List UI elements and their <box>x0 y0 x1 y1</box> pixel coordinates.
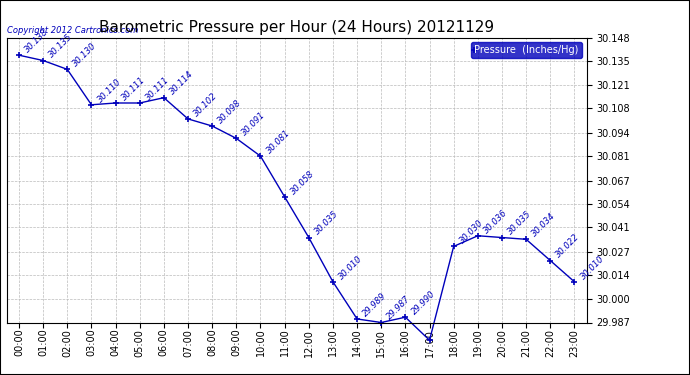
Pressure  (Inches/Hg) <box>304 235 313 240</box>
Text: 30.130: 30.130 <box>72 41 99 69</box>
Text: 30.036: 30.036 <box>482 208 509 235</box>
Pressure  (Inches/Hg) <box>208 124 217 128</box>
Text: 30.098: 30.098 <box>217 98 244 125</box>
Text: 30.010: 30.010 <box>579 254 606 281</box>
Pressure  (Inches/Hg) <box>522 237 530 242</box>
Text: 30.111: 30.111 <box>120 75 147 102</box>
Pressure  (Inches/Hg) <box>257 154 265 158</box>
Text: 30.135: 30.135 <box>48 33 75 60</box>
Pressure  (Inches/Hg) <box>280 195 288 199</box>
Text: 30.114: 30.114 <box>168 70 195 97</box>
Text: 30.110: 30.110 <box>96 77 123 104</box>
Pressure  (Inches/Hg) <box>546 258 555 263</box>
Pressure  (Inches/Hg) <box>87 102 95 107</box>
Text: 30.138: 30.138 <box>23 27 50 54</box>
Text: 30.081: 30.081 <box>265 128 292 155</box>
Pressure  (Inches/Hg) <box>39 58 47 63</box>
Text: 29.977: 29.977 <box>0 374 1 375</box>
Pressure  (Inches/Hg) <box>402 315 410 320</box>
Text: 29.989: 29.989 <box>362 291 388 318</box>
Pressure  (Inches/Hg) <box>353 317 362 321</box>
Text: 29.990: 29.990 <box>410 289 437 316</box>
Pressure  (Inches/Hg) <box>450 244 458 249</box>
Pressure  (Inches/Hg) <box>232 136 240 141</box>
Pressure  (Inches/Hg) <box>159 95 168 100</box>
Pressure  (Inches/Hg) <box>329 279 337 284</box>
Text: 30.058: 30.058 <box>289 169 316 196</box>
Pressure  (Inches/Hg) <box>498 235 506 240</box>
Pressure  (Inches/Hg) <box>63 67 72 72</box>
Text: 30.091: 30.091 <box>241 110 268 138</box>
Pressure  (Inches/Hg) <box>377 320 385 325</box>
Text: 30.022: 30.022 <box>555 232 582 260</box>
Title: Barometric Pressure per Hour (24 Hours) 20121129: Barometric Pressure per Hour (24 Hours) … <box>99 20 494 35</box>
Pressure  (Inches/Hg) <box>570 279 578 284</box>
Pressure  (Inches/Hg) <box>425 338 433 342</box>
Pressure  (Inches/Hg) <box>15 53 23 57</box>
Text: 30.035: 30.035 <box>313 210 340 237</box>
Legend: Pressure  (Inches/Hg): Pressure (Inches/Hg) <box>471 42 582 58</box>
Pressure  (Inches/Hg) <box>473 234 482 238</box>
Text: 30.111: 30.111 <box>144 75 171 102</box>
Text: 30.102: 30.102 <box>193 91 219 118</box>
Text: 30.035: 30.035 <box>506 210 533 237</box>
Pressure  (Inches/Hg) <box>184 117 192 121</box>
Text: 29.987: 29.987 <box>386 294 413 322</box>
Pressure  (Inches/Hg) <box>111 101 120 105</box>
Pressure  (Inches/Hg) <box>135 101 144 105</box>
Text: 30.010: 30.010 <box>337 254 364 281</box>
Text: 30.030: 30.030 <box>458 218 485 246</box>
Text: 30.034: 30.034 <box>531 211 558 238</box>
Text: Copyright 2012 Cartronics.com: Copyright 2012 Cartronics.com <box>7 26 138 34</box>
Line: Pressure  (Inches/Hg): Pressure (Inches/Hg) <box>16 53 578 343</box>
